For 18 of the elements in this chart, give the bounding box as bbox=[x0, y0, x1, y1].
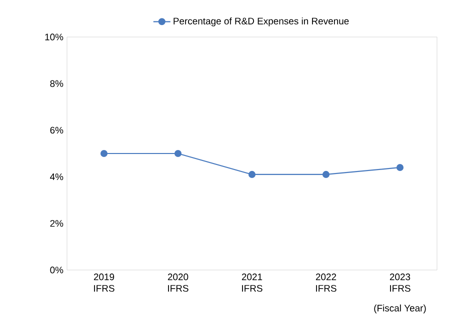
x-tick-label: 2022 IFRS bbox=[316, 274, 336, 292]
y-tick-label: 0% bbox=[50, 266, 64, 274]
legend-label: Percentage of R&D Expenses in Revenue bbox=[174, 17, 349, 26]
y-tick-label: 2% bbox=[50, 220, 64, 227]
y-tick-label: 4% bbox=[50, 173, 64, 180]
x-tick-label: 2021 IFRS bbox=[242, 274, 262, 292]
point bbox=[396, 164, 404, 172]
x-tick-label: 2019 IFRS bbox=[94, 274, 114, 292]
point bbox=[322, 170, 330, 178]
point bbox=[174, 150, 182, 158]
x-tick-label: 2020 IFRS bbox=[168, 274, 188, 292]
x-tick-label: 2023 IFRS bbox=[390, 274, 410, 292]
y-tick-label: 8% bbox=[50, 80, 64, 87]
x-axis-title: (Fiscal Year) bbox=[374, 304, 426, 314]
y-tick-label: 6% bbox=[50, 126, 64, 134]
y-tick-label: 10% bbox=[45, 34, 64, 40]
point bbox=[248, 170, 256, 178]
point bbox=[100, 150, 108, 158]
